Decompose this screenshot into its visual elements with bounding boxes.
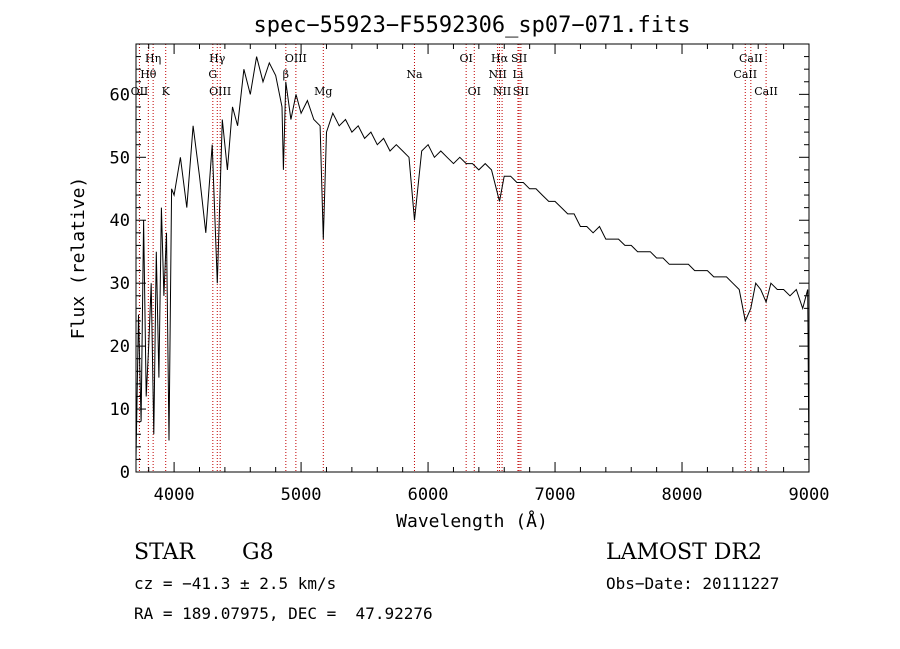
- coordinates-text: RA = 189.07975, DEC = 47.92276: [134, 604, 433, 623]
- x-tick-label: 6000: [408, 485, 449, 505]
- spectral-line-label: CaII: [754, 85, 778, 98]
- subclass-label: G8: [242, 540, 274, 565]
- y-tick-label: 50: [110, 148, 130, 168]
- spectral-line-label: β: [283, 68, 289, 81]
- x-tick-label: 7000: [535, 485, 576, 505]
- x-tick-label: 4000: [154, 485, 195, 505]
- survey-label: LAMOST DR2: [606, 540, 762, 565]
- spectral-line-label: OIII: [209, 85, 231, 98]
- y-tick-label: 10: [110, 400, 130, 420]
- x-tick-label: 8000: [662, 485, 703, 505]
- y-axis-label: Flux (relative): [68, 177, 89, 340]
- y-tick-label: 60: [110, 85, 130, 105]
- spectral-line-label: Mg: [314, 85, 332, 98]
- spectral-line-label: OII: [131, 85, 149, 98]
- x-axis-label: Wavelength (Å): [396, 510, 548, 532]
- spectral-line-label: K: [162, 85, 171, 98]
- class-label: STAR: [134, 540, 195, 565]
- y-tick-label: 30: [110, 274, 130, 294]
- spectral-line-label: OIII: [285, 52, 307, 65]
- chart-title: spec−55923−F5592306_sp07−071.fits: [253, 13, 690, 38]
- spectral-line-label: OI: [468, 85, 481, 98]
- spectral-line-label: Hθ: [140, 68, 157, 81]
- y-tick-label: 0: [120, 463, 130, 483]
- spectral-line-label: G: [208, 68, 217, 81]
- y-tick-label: 20: [110, 337, 130, 357]
- spectral-line-label: CaII: [739, 52, 763, 65]
- spectrum-line: [135, 56, 810, 473]
- obs-date-text: Obs−Date: 20111227: [606, 574, 780, 593]
- emission-lines: [138, 44, 767, 472]
- x-tick-label: 9000: [789, 485, 830, 505]
- spectral-line-label: SII: [511, 52, 527, 65]
- spectral-line-label: NII: [493, 85, 511, 98]
- spectral-line-label: OI: [459, 52, 472, 65]
- spectral-line-label: Li: [513, 68, 524, 81]
- spectral-line-label: Hα: [491, 52, 509, 65]
- y-tick-label: 40: [110, 211, 130, 231]
- spectral-line-label: Na: [406, 68, 423, 81]
- y-axis: 0 10 20 30 40 50 60: [110, 56, 809, 483]
- redshift-text: cz = −41.3 ± 2.5 km/s: [134, 574, 337, 593]
- x-axis: 4000 5000 6000 7000 8000 9000: [148, 44, 830, 505]
- plot-frame: [135, 43, 810, 473]
- spectrum-chart: spec−55923−F5592306_sp07−071.fits Hη Hθ OI…: [68, 13, 830, 532]
- spectral-line-label: SII: [513, 85, 529, 98]
- spectral-line-label: NII: [488, 68, 506, 81]
- x-tick-label: 5000: [281, 485, 322, 505]
- spectral-line-label: CaII: [733, 68, 757, 81]
- spectral-line-label: Hη: [145, 52, 161, 65]
- spectral-line-label: Hγ: [209, 52, 226, 65]
